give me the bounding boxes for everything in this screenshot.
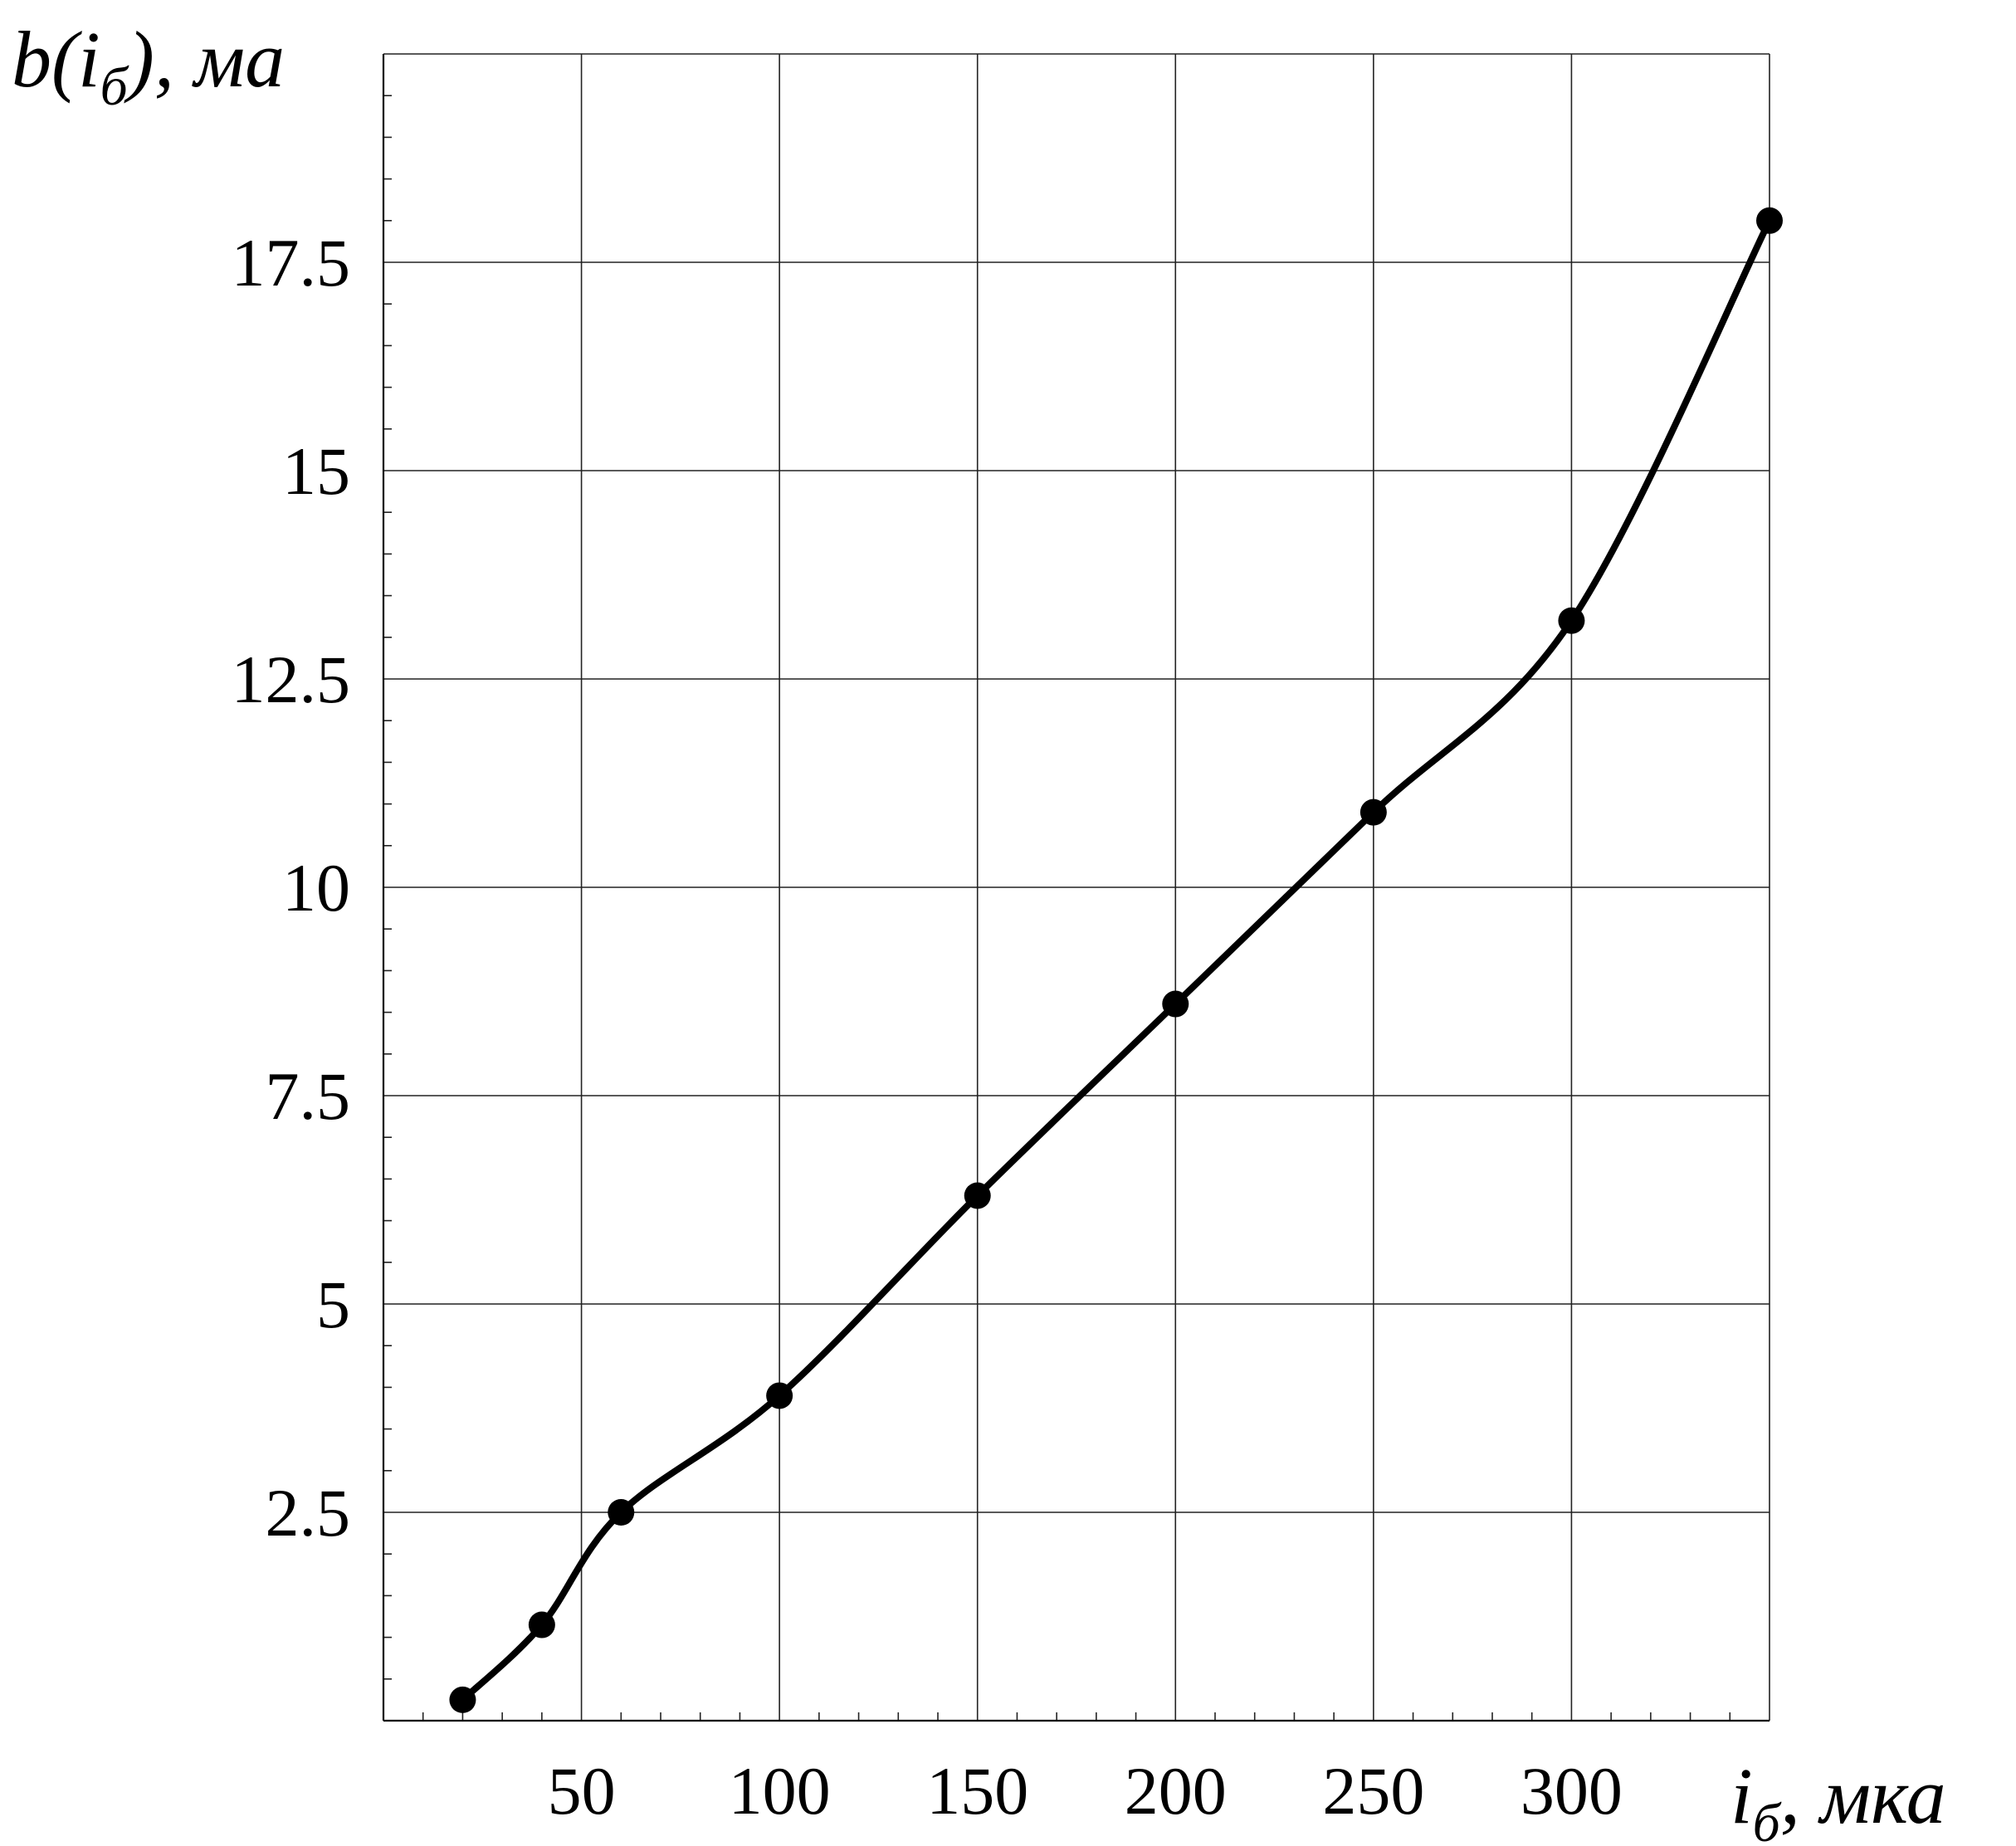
grid — [383, 53, 1770, 1721]
y-tick-label: 5 — [316, 1267, 350, 1342]
y-axis-label-base: b(i — [12, 15, 100, 104]
x-tick-labels: 50 100 150 200 250 300 — [548, 1753, 1623, 1829]
data-point — [766, 1382, 793, 1409]
axes — [382, 54, 1769, 1722]
data-point — [449, 1686, 476, 1713]
x-axis-label-sub: б — [1753, 1793, 1782, 1846]
y-tick-label: 12.5 — [232, 642, 351, 717]
data-point — [608, 1499, 635, 1526]
y-tick-label: 10 — [282, 850, 350, 925]
x-tick-label: 250 — [1322, 1753, 1424, 1829]
y-axis-label-unit: ), ма — [124, 15, 285, 104]
data-point — [1558, 607, 1585, 634]
x-axis-label: iб, мка — [1730, 1751, 1946, 1846]
series-line — [459, 217, 1773, 1703]
data-point — [528, 1611, 555, 1638]
x-axis-label-unit: , мка — [1780, 1751, 1946, 1840]
y-tick-labels: 2.5 5 7.5 10 12.5 15 17.5 — [232, 225, 351, 1551]
data-point — [1756, 207, 1783, 234]
x-tick-label: 100 — [729, 1753, 831, 1829]
y-tick-label: 7.5 — [266, 1058, 351, 1134]
minor-ticks — [383, 95, 1731, 1721]
data-point — [1359, 798, 1387, 826]
data-point — [964, 1182, 991, 1209]
data-point — [1162, 990, 1189, 1018]
y-tick-label: 15 — [282, 433, 350, 509]
x-tick-label: 50 — [548, 1753, 616, 1829]
y-tick-label: 2.5 — [266, 1475, 351, 1551]
y-tick-label: 17.5 — [232, 225, 351, 300]
x-axis-label-base: i — [1730, 1751, 1753, 1840]
y-axis-label: b(iб), ма — [12, 15, 285, 117]
x-tick-label: 150 — [926, 1753, 1028, 1829]
x-tick-label: 200 — [1125, 1753, 1227, 1829]
series — [449, 207, 1783, 1713]
x-tick-label: 300 — [1521, 1753, 1623, 1829]
y-axis-label-sub: б — [100, 56, 129, 117]
